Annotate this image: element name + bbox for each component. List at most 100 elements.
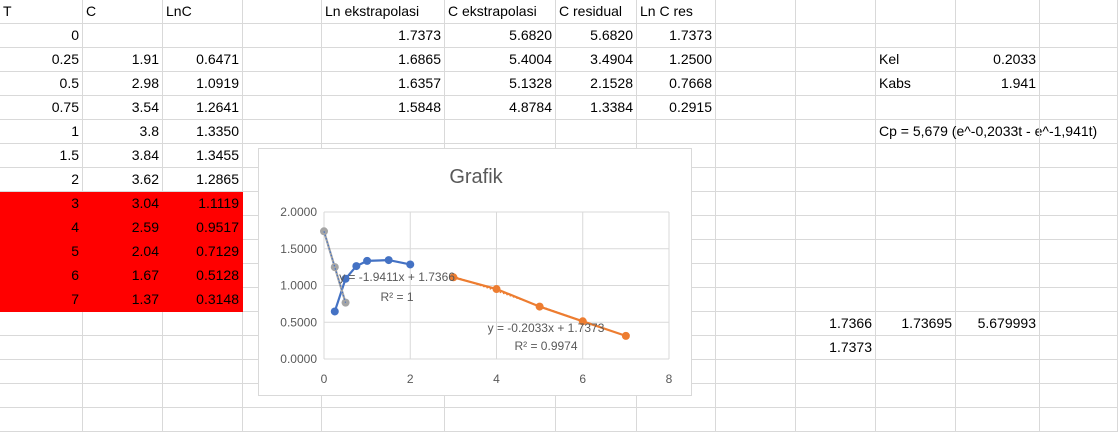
table-cell[interactable]: 1.2865 [163,168,243,192]
table-cell[interactable] [1040,264,1118,288]
table-cell[interactable] [956,384,1040,408]
table-cell[interactable] [956,408,1040,432]
table-cell[interactable]: 1.941 [956,72,1040,96]
column-header-cell[interactable]: LnC [163,0,243,24]
table-cell[interactable] [796,24,876,48]
table-cell[interactable]: 3 [0,192,83,216]
table-cell[interactable] [1040,120,1118,144]
table-cell[interactable] [796,240,876,264]
table-cell[interactable] [876,264,956,288]
table-cell[interactable]: 0.2915 [637,96,716,120]
table-cell[interactable] [876,192,956,216]
table-cell[interactable] [876,240,956,264]
table-cell[interactable] [637,408,716,432]
table-cell[interactable]: 3.04 [83,192,163,216]
table-cell[interactable] [1040,336,1118,360]
table-cell[interactable] [1040,48,1118,72]
table-cell[interactable] [876,288,956,312]
column-header-cell[interactable]: Ln ekstrapolasi [322,0,445,24]
table-cell[interactable] [243,24,322,48]
table-cell[interactable] [796,120,876,144]
table-cell[interactable]: 4 [0,216,83,240]
table-cell[interactable]: Cp = 5,679 (e^-0,2033t - e^-1,941t) [876,120,1097,144]
table-cell[interactable]: 7 [0,288,83,312]
table-cell[interactable] [243,384,322,408]
table-cell[interactable] [956,240,1040,264]
table-cell[interactable] [1040,312,1118,336]
table-cell[interactable]: 1.2641 [163,96,243,120]
table-cell[interactable] [637,120,716,144]
table-cell[interactable] [83,360,163,384]
column-header-cell[interactable] [796,0,876,24]
column-header-cell[interactable] [1040,0,1118,24]
table-cell[interactable]: 1.91 [83,48,163,72]
column-header-cell[interactable]: Ln C res [637,0,716,24]
table-cell[interactable]: 5.1328 [445,72,556,96]
table-cell[interactable] [83,384,163,408]
table-cell[interactable]: 3.54 [83,96,163,120]
table-cell[interactable] [956,192,1040,216]
table-cell[interactable] [322,120,445,144]
table-cell[interactable]: 1.0919 [163,72,243,96]
table-cell[interactable] [796,264,876,288]
table-cell[interactable]: 0.5 [0,72,83,96]
table-cell[interactable]: 0.7668 [637,72,716,96]
table-cell[interactable] [716,144,796,168]
table-cell[interactable] [716,408,796,432]
table-cell[interactable]: 1.7373 [322,24,445,48]
table-cell[interactable] [876,24,956,48]
table-cell[interactable] [956,24,1040,48]
table-cell[interactable]: 1.7366 [796,312,876,336]
table-cell[interactable] [956,360,1040,384]
table-cell[interactable] [876,96,956,120]
table-cell[interactable]: 1 [0,120,83,144]
table-cell[interactable]: 2.59 [83,216,163,240]
table-cell[interactable] [1040,288,1118,312]
column-header-cell[interactable] [243,0,322,24]
table-cell[interactable] [163,24,243,48]
table-cell[interactable]: 5.4004 [445,48,556,72]
table-cell[interactable] [796,168,876,192]
table-cell[interactable] [1040,240,1118,264]
table-cell[interactable] [1040,360,1118,384]
table-cell[interactable]: 1.3384 [556,96,637,120]
table-cell[interactable] [445,384,556,408]
table-cell[interactable]: 4.8784 [445,96,556,120]
table-cell[interactable]: 5.679993 [956,312,1040,336]
table-cell[interactable] [716,264,796,288]
table-cell[interactable] [876,384,956,408]
table-cell[interactable] [716,72,796,96]
table-cell[interactable]: 3.62 [83,168,163,192]
table-cell[interactable] [1040,96,1118,120]
table-cell[interactable] [956,168,1040,192]
table-cell[interactable] [163,384,243,408]
table-cell[interactable] [796,216,876,240]
table-cell[interactable] [322,384,445,408]
table-cell[interactable] [956,96,1040,120]
table-cell[interactable] [796,360,876,384]
chart[interactable]: Grafik 0.0000 0.5000 1.0000 1.5000 2.0000 0 2 4… [258,148,692,396]
table-cell[interactable] [956,120,1040,144]
table-cell[interactable] [1040,408,1118,432]
table-cell[interactable] [716,216,796,240]
table-cell[interactable]: Kabs [876,72,956,96]
table-cell[interactable]: 3.8 [83,120,163,144]
table-cell[interactable] [163,408,243,432]
table-cell[interactable] [796,48,876,72]
table-cell[interactable] [445,408,556,432]
table-cell[interactable]: 1.1119 [163,192,243,216]
table-cell[interactable] [243,72,322,96]
table-cell[interactable]: 1.6865 [322,48,445,72]
table-cell[interactable]: 1.37 [83,288,163,312]
table-cell[interactable]: 0.5128 [163,264,243,288]
table-cell[interactable] [716,312,796,336]
table-cell[interactable] [716,96,796,120]
table-cell[interactable]: 1.67 [83,264,163,288]
table-cell[interactable]: 1.2500 [637,48,716,72]
table-cell[interactable]: 1.5 [0,144,83,168]
table-cell[interactable]: 1.73695 [876,312,956,336]
table-cell[interactable] [956,216,1040,240]
table-cell[interactable]: 0.3148 [163,288,243,312]
table-cell[interactable]: 5.6820 [556,24,637,48]
table-cell[interactable] [796,192,876,216]
